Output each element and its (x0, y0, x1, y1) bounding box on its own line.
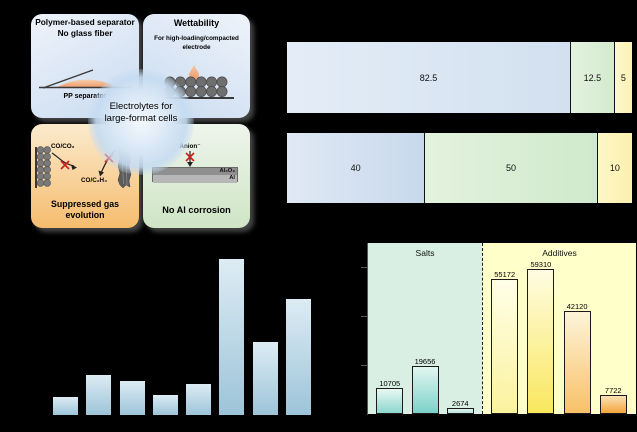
quadrant-caption: No Al corrosion (162, 205, 231, 215)
quadrant-caption: Suppressed gas evolution (31, 199, 139, 221)
bar-value-label: 59310 (530, 260, 552, 270)
quadrant-subtitle-line1: For high-loading/compacted (154, 35, 239, 42)
stacked-bar-segment: 12.5 (569, 42, 614, 113)
quadrant-title-line2: No glass fiber (57, 28, 113, 39)
center-title-line2: large-format cells (104, 113, 178, 125)
gas-label-co-co2: CO/CO₂ (51, 143, 75, 150)
al2o3-layer-label: Al₂O₃ (219, 168, 235, 174)
salts-region-label: Salts (415, 248, 435, 258)
bar-value-label: 42120 (566, 302, 588, 312)
aluminum-slab: Al₂O₃ Al (152, 167, 238, 183)
bar (252, 341, 278, 415)
bar-value-label: 7722 (604, 386, 622, 396)
blocked-x-icon (60, 160, 70, 170)
bar: 10705 (376, 379, 404, 414)
center-glow-circle (88, 69, 194, 175)
stacked-bar-segment: 5 (613, 42, 632, 113)
stacked-bar-segment: 10 (596, 133, 632, 203)
bar (86, 375, 112, 415)
bar (285, 298, 311, 415)
center-title-line1: Electrolytes for (109, 101, 173, 112)
bar: 7722 (599, 386, 627, 414)
bar-value-label: 19656 (414, 357, 436, 366)
bar: 19656 (411, 357, 439, 414)
stacked-bar-bottom: 40 50 10 (287, 133, 632, 203)
additives-region-label: Additives (542, 248, 577, 258)
quadrant-title: Polymer-based separator No glass fiber (31, 17, 139, 39)
bar (219, 259, 245, 415)
y-axis-tick (361, 365, 367, 367)
bar-value-label: 55172 (494, 270, 516, 280)
bar: 59310 (527, 260, 555, 414)
blocked-x-icon (185, 152, 195, 162)
quadrant-caption-line1: Suppressed gas (51, 199, 119, 209)
bar: 55172 (491, 270, 519, 414)
y-axis-line (367, 243, 368, 415)
pp-separator-label: PP separator (63, 93, 107, 100)
al-layer-label: Al (229, 175, 235, 181)
al2o3-layer: Al₂O₃ (153, 168, 237, 175)
quadrant-title: Wettability (173, 18, 220, 28)
stacked-bar-segment: 50 (424, 133, 597, 203)
stacked-bar-segment: 40 (287, 133, 425, 203)
quadrant-title-line1: Polymer-based separator (35, 17, 135, 27)
stacked-bar-top: 82.5 12.5 5 (287, 42, 632, 113)
bar: 42120 (563, 302, 591, 414)
bar (119, 380, 145, 415)
y-axis-tick (361, 316, 367, 318)
blocked-anion-arrow-icon (185, 151, 195, 167)
quadrant-subtitle: For high-loading/compacted electrode (143, 35, 250, 52)
gas-label-co-c2h4: CO/C₂H₄ (81, 177, 108, 184)
quadrant-subtitle-line2: electrode (182, 43, 211, 51)
bar (186, 384, 212, 415)
bar: 2674 (446, 399, 474, 414)
bar-value-label: 2674 (451, 398, 469, 408)
bar (152, 395, 178, 415)
y-axis-tick (361, 267, 367, 269)
stacked-bar-segment: 82.5 (287, 42, 570, 113)
anion-label: Anion⁻ (179, 143, 201, 150)
bar (53, 396, 78, 415)
bar-value-label: 10705 (379, 378, 401, 388)
additives-bar-group: 55172 59310 42120 7722 (482, 260, 636, 414)
diagram-center-title: Electrolytes for large-format cells (66, 101, 216, 126)
salts-bar-group: 10705 19656 2674 (368, 357, 482, 414)
salts-additives-chart: Salts Additives 10705 19656 2674 55172 5931… (361, 243, 636, 415)
blue-bar-chart (53, 259, 311, 415)
quadrant-caption-line2: evolution (65, 209, 105, 220)
al-layer: Al (153, 175, 237, 183)
